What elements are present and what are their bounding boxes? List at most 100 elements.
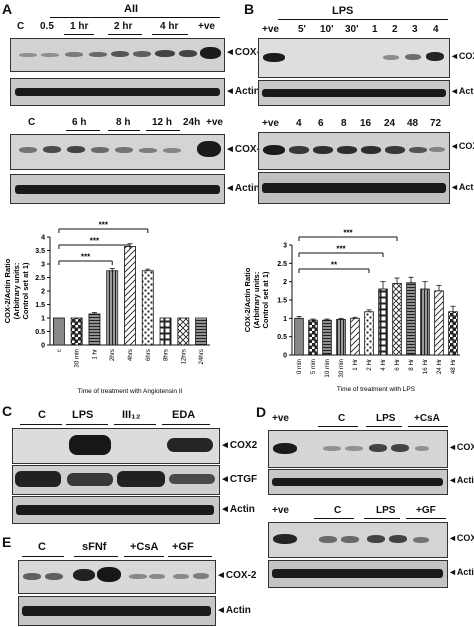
blot-d-bottom-cox2 [268, 522, 448, 558]
actin-label: ◄Actin [448, 567, 474, 577]
x-tick-label: c [56, 349, 63, 352]
blot-b-bottom-actin [258, 172, 450, 204]
y-tick-label: 1 [41, 316, 45, 323]
significance-label: *** [99, 221, 109, 230]
x-axis-label: Time of treatment with Angiotensin II [78, 388, 183, 395]
bar [106, 270, 119, 346]
actin-label: ◄Actin [220, 504, 255, 515]
panel-b-lane-label: 24 [384, 118, 396, 129]
bar [448, 311, 458, 356]
blot-a-bottom-cox2 [10, 134, 225, 170]
y-axis-label: Control set at 1) [21, 262, 30, 320]
panel-b-lane-label: 4 [296, 118, 302, 129]
significance-label: ** [331, 261, 338, 270]
y-tick-label: 2 [41, 289, 45, 296]
actin-label: ◄Actin [450, 182, 474, 192]
x-tick-label: 30 min [74, 348, 81, 367]
y-tick-label: 2.5 [35, 275, 45, 282]
panel-b-lane-label: 16 [360, 118, 372, 129]
bar [195, 317, 208, 346]
panel-d-lane-label: +ve [272, 505, 289, 516]
y-axis-label: COX-2/Actin Ratio [3, 258, 12, 323]
panel-a-lane-label: 1 hr [70, 21, 89, 32]
x-tick-label: 12hrs [180, 349, 187, 364]
actin-label: ◄Actin [225, 86, 260, 97]
cox2-label: ◄COX-2 [225, 144, 266, 155]
cox2-label: ◄COX-2 [225, 47, 266, 58]
y-tick-label: 1.5 [35, 302, 45, 309]
y-tick-label: 0.5 [277, 334, 287, 341]
panel-d-lane-label: C [338, 413, 346, 424]
y-axis-label: COX-2/Actin Ratio [243, 267, 252, 332]
panel-c-lane-label: EDA [172, 409, 196, 421]
cox2-label: ◄COX-2 [450, 141, 474, 151]
panel-a-lane-label: 12 h [152, 117, 173, 128]
bar [364, 311, 374, 356]
x-tick-label: 10 min [324, 358, 331, 377]
panel-label-c: C [2, 403, 13, 419]
x-tick-label: 24hrs [198, 349, 205, 364]
y-tick-label: 3 [41, 262, 45, 269]
panel-b-lane-label: 2 [392, 24, 398, 35]
panel-e-lane-label: +CsA [130, 541, 159, 553]
y-axis-label: (Arbitrary units: [12, 263, 21, 320]
panel-e-lane-label: C [38, 541, 46, 553]
x-tick-label: 0 min [296, 358, 303, 374]
bar [350, 317, 360, 356]
chart-plot-area: 0 0.5 1 1.5 2 2.5 3 3.5 4 c 30 min 1 hr 2hrs 4hrs 6hrs… [3, 221, 210, 395]
chart-a: 0 0.5 1 1.5 2 2.5 3 3.5 4 c 30 min 1 hr 2hrs 4hrs 6hrs… [3, 221, 210, 395]
blot-a-bottom-actin [10, 174, 225, 204]
x-tick-label: 2 Hr [366, 359, 373, 371]
panel-b-lane-label: 6 [318, 118, 324, 129]
bar [52, 317, 65, 346]
y-tick-label: 4 [41, 235, 45, 242]
blot-d-top-actin [268, 469, 448, 495]
bar [322, 319, 332, 356]
actin-label: ◄Actin [450, 86, 474, 96]
panel-d-lane-label: +CsA [414, 413, 440, 424]
panel-b-lane-label: 1 [372, 24, 378, 35]
y-tick-label: 1 [283, 316, 287, 323]
bar [124, 246, 136, 346]
blot-c-ctgf [12, 465, 220, 495]
blot-c-actin [12, 496, 220, 524]
x-axis-label: Time of treatment with LPS [337, 386, 416, 393]
bar [406, 282, 416, 356]
bar [70, 317, 83, 346]
cox2-label: ◄COX-2 [448, 533, 474, 543]
panel-b-lane-label: 72 [430, 118, 442, 129]
panel-a-lane-label: +ve [198, 21, 215, 32]
blot-b-top-cox2 [258, 38, 450, 78]
y-tick-label: 0 [41, 343, 45, 350]
panel-a-lane-label: C [28, 117, 36, 128]
x-tick-label: 16 Hr [422, 359, 429, 374]
panel-d-lane-label: +GF [416, 505, 436, 516]
blot-d-top-cox2 [268, 430, 448, 468]
panel-a-lane-label: 24h [183, 117, 201, 128]
x-tick-label: 8hrs [163, 349, 170, 361]
ctgf-label: ◄CTGF [220, 474, 258, 485]
y-tick-label: 2 [283, 279, 287, 286]
panel-a-lane-label: 8 h [116, 117, 131, 128]
panel-label-b: B [244, 1, 255, 17]
x-tick-label: 30 min [338, 358, 345, 377]
x-tick-label: 24 Hr [436, 359, 443, 374]
bar [159, 317, 172, 346]
bar [392, 283, 402, 356]
panel-a-treatment: AII [124, 3, 139, 15]
y-tick-label: 3 [283, 243, 287, 250]
panel-b-lane-label: 8 [341, 118, 347, 129]
y-axis-label: (Arbitrary units: [252, 272, 261, 329]
cox2-label: ◄COX2 [220, 440, 258, 451]
blot-b-top-actin [258, 80, 450, 106]
blot-c-cox2 [12, 428, 220, 464]
y-tick-label: 1.5 [277, 298, 287, 305]
y-tick-label: 2.5 [277, 261, 287, 268]
panel-c-lane-label: C [38, 409, 46, 421]
panel-c-lane-label: LPS [72, 409, 94, 421]
panel-label-a: A [2, 1, 13, 17]
bar [434, 290, 444, 356]
blot-d-bottom-actin [268, 560, 448, 588]
panel-e-lane-label: sFNf [82, 541, 107, 553]
x-tick-label: 6hrs [145, 349, 152, 361]
